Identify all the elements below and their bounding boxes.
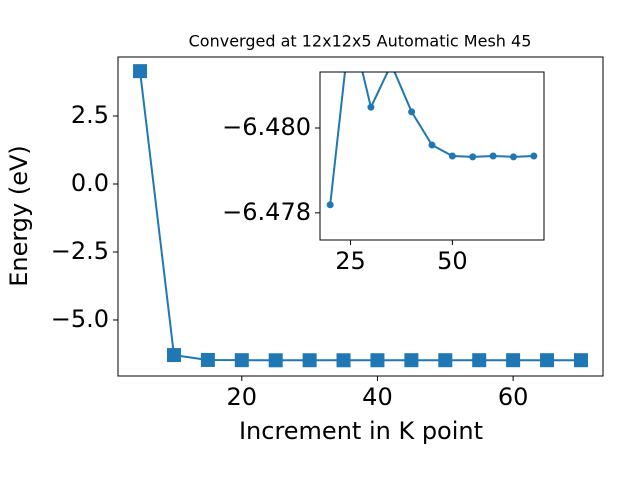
marker — [133, 64, 148, 79]
y-tick-label: −6.480 — [222, 113, 311, 141]
marker — [408, 108, 416, 116]
y-tick-label: −6.478 — [222, 198, 311, 226]
marker — [573, 353, 588, 368]
marker — [530, 152, 538, 160]
x-tick-label: 60 — [498, 383, 529, 411]
marker — [326, 201, 334, 209]
chart-title: Converged at 12x12x5 Automatic Mesh 45 — [189, 32, 532, 51]
marker — [200, 352, 215, 367]
marker — [509, 153, 517, 161]
y-tick-label: −2.5 — [51, 237, 109, 265]
marker — [404, 353, 419, 368]
marker — [540, 353, 555, 368]
x-tick-label: 20 — [227, 383, 258, 411]
y-tick-label: −5.0 — [51, 305, 109, 333]
plot-frame — [117, 56, 604, 377]
x-axis-label: Increment in K point — [239, 417, 483, 445]
marker — [166, 348, 181, 363]
marker — [367, 103, 375, 111]
marker — [489, 152, 497, 160]
marker — [234, 353, 249, 368]
plot-content — [326, 18, 538, 209]
y-tick-label: 0.0 — [71, 169, 109, 197]
x-tick-label: 25 — [335, 247, 366, 275]
marker — [268, 353, 283, 368]
marker — [472, 353, 487, 368]
x-tick-label: 50 — [437, 247, 468, 275]
marker — [302, 353, 317, 368]
marker — [336, 353, 351, 368]
y-axis-label: Energy (eV) — [5, 145, 33, 287]
marker — [506, 353, 521, 368]
marker — [428, 141, 436, 149]
x-tick-label: 40 — [362, 383, 393, 411]
plot-content — [133, 64, 588, 368]
plot-frame — [319, 71, 545, 241]
marker — [469, 153, 477, 161]
marker — [438, 353, 453, 368]
marker — [448, 152, 456, 160]
marker — [370, 353, 385, 368]
y-tick-label: 2.5 — [71, 101, 109, 129]
marker — [347, 18, 354, 25]
